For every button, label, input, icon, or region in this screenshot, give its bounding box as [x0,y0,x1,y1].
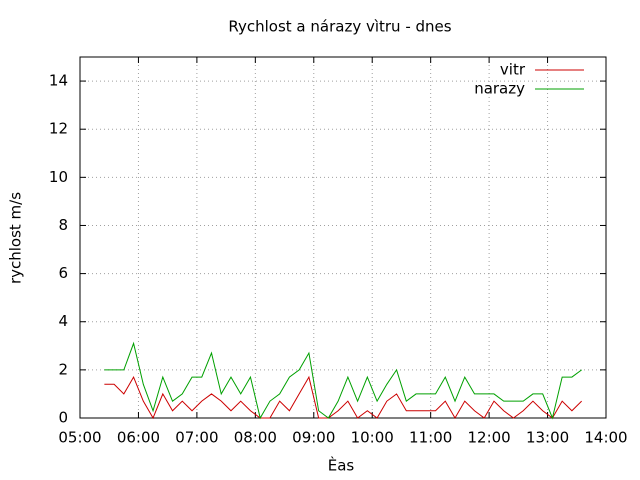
legend-label: vitr [500,61,526,79]
x-tick-label: 10:00 [351,429,394,447]
plot-border [79,56,607,419]
x-tick-label: 09:00 [292,429,335,447]
y-tick-label: 12 [49,120,68,138]
series-line [104,341,582,420]
x-tick-label: 13:00 [526,429,569,447]
chart-title: Rychlost a nárazy vìtru - dnes [228,18,451,36]
x-tick-label: 11:00 [409,429,452,447]
y-axis-label: rychlost m/s [7,192,25,284]
x-tick-label: 14:00 [584,429,627,447]
y-tick-label: 6 [58,264,68,282]
y-tick-label: 8 [58,216,68,234]
series-line [104,375,582,420]
y-tick-label: 0 [58,409,68,427]
y-tick-label: 14 [49,72,68,90]
y-tick-label: 4 [58,312,68,330]
x-tick-label: 12:00 [467,429,510,447]
x-tick-label: 06:00 [117,429,160,447]
x-tick-label: 08:00 [234,429,277,447]
x-tick-label: 07:00 [175,429,218,447]
y-tick-label: 2 [58,360,68,378]
x-tick-label: 05:00 [58,429,101,447]
legend-label: narazy [474,80,525,98]
x-axis-label: Èas [328,456,355,475]
y-tick-label: 10 [49,168,68,186]
